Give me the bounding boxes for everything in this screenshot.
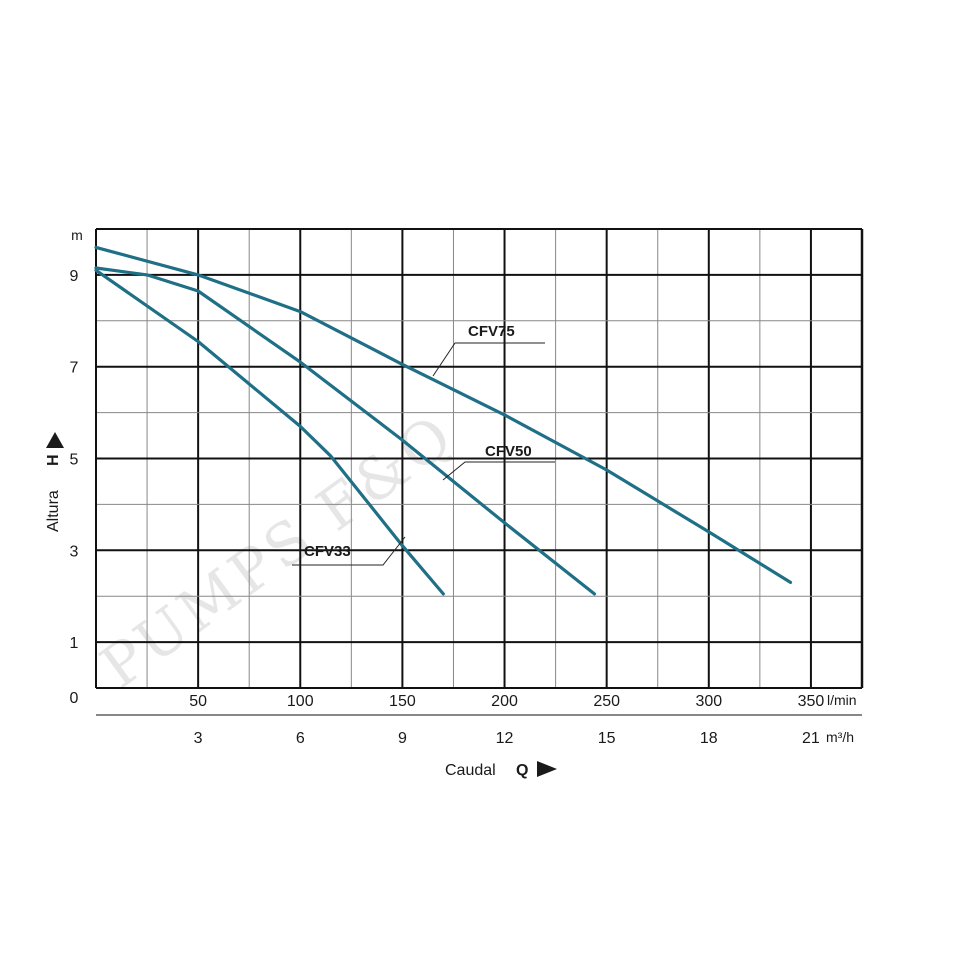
- x-tick-label: 250: [593, 693, 620, 710]
- x2-tick-label: 15: [598, 730, 616, 747]
- x2-tick-label: 9: [398, 730, 407, 747]
- x-tick-label: 300: [695, 693, 722, 710]
- x-tick-labels-primary: 50 100 150 200 250 300 350: [189, 693, 824, 710]
- series-label-cfv50: CFV50: [485, 443, 532, 460]
- y-tick-label: 0: [70, 690, 79, 707]
- y-axis-title-group: Altura H: [45, 432, 64, 532]
- series-callouts: CFV75 CFV50 CFV33: [292, 323, 555, 566]
- grid: [96, 229, 862, 688]
- y-tick-label: 9: [70, 268, 79, 285]
- y-tick-label: 3: [70, 543, 79, 560]
- x2-tick-label: 6: [296, 730, 305, 747]
- x2-tick-label: 21: [802, 730, 820, 747]
- x-tick-label: 150: [389, 693, 416, 710]
- callout-leader: [292, 536, 406, 566]
- x2-tick-label: 12: [496, 730, 514, 747]
- series-label-cfv33: CFV33: [304, 543, 351, 560]
- x-tick-label: 50: [189, 693, 207, 710]
- x-axis-arrow-icon: [537, 761, 557, 777]
- x-axis-title: Caudal: [445, 762, 496, 779]
- plot-frame: [95, 228, 864, 716]
- x-axis-title-group: Caudal Q: [445, 761, 557, 779]
- series-line-cfv33: [94, 268, 445, 596]
- callout-leader: [442, 461, 555, 481]
- y-axis-symbol: H: [45, 454, 62, 466]
- y-tick-labels: 0 1 3 5 7 9: [70, 268, 79, 707]
- x2-tick-label: 18: [700, 730, 718, 747]
- x-secondary-unit-label: m³/h: [826, 729, 854, 745]
- y-tick-label: 1: [70, 635, 79, 652]
- x-tick-label: 350: [798, 693, 825, 710]
- y-unit-label: m: [71, 227, 83, 243]
- x-tick-label: 200: [491, 693, 518, 710]
- callout-leader: [432, 342, 545, 377]
- x2-tick-label: 3: [194, 730, 203, 747]
- y-tick-label: 7: [70, 360, 79, 377]
- x-primary-unit-label: l/min: [827, 692, 857, 708]
- y-axis-title: Altura: [45, 490, 62, 532]
- x-tick-label: 100: [287, 693, 314, 710]
- series-line-cfv50: [94, 266, 596, 596]
- y-tick-label: 5: [70, 452, 79, 469]
- y-axis-arrow-icon: [46, 432, 64, 448]
- series-line-cfv75: [94, 245, 793, 584]
- series-label-cfv75: CFV75: [468, 323, 515, 340]
- x-axis-symbol: Q: [516, 762, 528, 779]
- x-tick-labels-secondary: 3 6 9 12 15 18 21: [194, 730, 820, 747]
- series-lines: [94, 245, 793, 596]
